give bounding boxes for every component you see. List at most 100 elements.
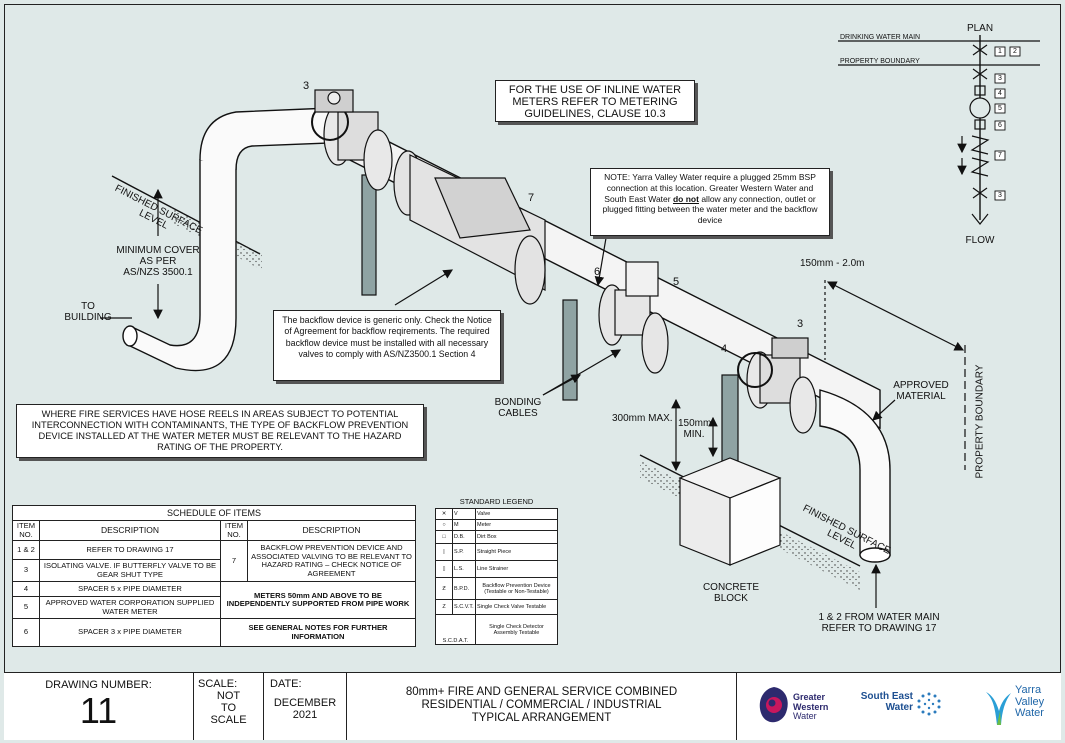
property-boundary-vertical-label: PROPERTY BOUNDARY: [974, 364, 986, 479]
bonding-cables-label: BONDING CABLES: [494, 397, 542, 419]
to-building-label: TO BUILDING: [64, 301, 112, 323]
yarra-valley-note: NOTE: Yarra Valley Water require a plugg…: [590, 168, 830, 236]
approved-material-label: APPROVED MATERIAL: [893, 380, 949, 402]
plan-property-boundary: PROPERTY BOUNDARY: [840, 58, 920, 65]
logos-cell: Greater Western Water South East Water: [737, 673, 1061, 740]
legend-abbr: S.C.D.A.T.: [442, 638, 469, 644]
check-valve-symbol-icon: Z: [435, 599, 453, 615]
min-150-label: 150mm MIN.: [678, 418, 712, 440]
schedule-item-desc: ISOLATING VALVE. IF BUTTERFLY VALVE TO B…: [39, 559, 221, 582]
item-number-3-left: 3: [303, 80, 310, 92]
plan-tag-2: 2: [1013, 48, 1017, 55]
legend-desc: Line Strainer: [475, 560, 558, 578]
standard-legend: STANDARD LEGEND ✕ V Valve ○ M Meter □ D.B. Dir…: [435, 497, 558, 645]
item-number-6: 6: [594, 266, 601, 278]
schedule-general-notes: SEE GENERAL NOTES FOR FURTHER INFORMATIO…: [220, 618, 416, 647]
date-label: DATE:: [270, 678, 302, 690]
schedule-col-desc: DESCRIPTION: [39, 520, 221, 541]
legend-desc: Meter: [475, 519, 558, 531]
legend-desc: Single Check Detector Assembly Testable: [475, 614, 558, 645]
range-label: 150mm - 2.0m: [800, 258, 865, 269]
plan-tag-3: 3: [998, 75, 1002, 82]
gww-wordmark: Greater Western Water: [793, 692, 829, 721]
plan-tag-6: 6: [998, 122, 1002, 129]
legend-abbr: S.P.: [452, 543, 476, 561]
legend-abbr: S.C.V.T.: [452, 599, 476, 615]
straight-piece-symbol-icon: |: [435, 543, 453, 561]
legend-title: STANDARD LEGEND: [459, 497, 534, 506]
backflow-symbol-icon: Ƶ: [435, 577, 453, 600]
isolating-valve-right: [737, 337, 817, 434]
plan-tag-3b: 3: [998, 192, 1002, 199]
drawing-number-label: DRAWING NUMBER:: [45, 679, 152, 691]
dirt-box-symbol-icon: □: [435, 530, 453, 544]
schedule-meter-note: METERS 50mm AND ABOVE TO BE INDEPENDENTL…: [220, 581, 416, 619]
concrete-block-label: CONCRETE BLOCK: [702, 582, 760, 604]
max-300-label: 300mm MAX.: [612, 413, 673, 424]
isolating-valve-left: [311, 89, 393, 191]
schedule-item-desc: REFER TO DRAWING 17: [39, 540, 221, 560]
schedule-item-number: 3: [12, 559, 40, 582]
legend-desc: Single Check Valve Testable: [475, 599, 558, 615]
schedule-item-desc: SPACER 5 x PIPE DIAMETER: [39, 581, 221, 597]
legend-abbr: B.P.D.: [452, 577, 476, 600]
scale-value: NOT TO SCALE: [210, 690, 247, 726]
meter-symbol-icon: ○: [435, 519, 453, 531]
greater-western-water-logo: Greater Western Water: [757, 685, 847, 725]
item-number-5: 5: [673, 276, 680, 288]
schedule-item-number: 7: [220, 540, 248, 582]
line-strainer-symbol-icon: ▯: [435, 560, 453, 578]
yvw-wordmark: Yarra Valley Water: [1015, 684, 1045, 719]
left-riser-pipe: [122, 107, 331, 372]
schedule-item-number: 1 & 2: [12, 540, 40, 560]
legend-abbr: M: [452, 519, 476, 531]
legend-desc: Dirt Box: [475, 530, 558, 544]
item-number-4: 4: [721, 343, 728, 355]
valve-symbol-icon: ✕: [435, 508, 453, 520]
schedule-item-desc: BACKFLOW PREVENTION DEVICE AND ASSOCIATE…: [247, 540, 416, 582]
water-main-label: 1 & 2 FROM WATER MAIN REFER TO DRAWING 17: [818, 612, 940, 634]
scale-cell: SCALE: NOT TO SCALE: [194, 673, 264, 740]
drawing-title-line-1: 80mm+ FIRE AND GENERAL SERVICE COMBINED: [405, 686, 678, 698]
schedule-col-item-right: ITEM NO.: [220, 520, 248, 541]
schedule-col-desc-right: DESCRIPTION: [247, 520, 416, 541]
schedule-col-item: ITEM NO.: [12, 520, 40, 541]
plan-tag-5: 5: [998, 105, 1002, 112]
item-number-3-right: 3: [797, 318, 804, 330]
south-east-water-logo: South East Water: [855, 691, 945, 721]
legend-abbr: L.S.: [452, 560, 476, 578]
date-value: DECEMBER 2021: [273, 697, 337, 721]
backflow-note: The backflow device is generic only. Che…: [273, 310, 501, 381]
water-meter: [598, 261, 669, 374]
plan-tag-7: 7: [998, 152, 1002, 159]
title-block: DRAWING NUMBER: 11 SCALE: NOT TO SCALE DAT…: [4, 672, 1061, 740]
schedule-title: SCHEDULE OF ITEMS: [12, 505, 416, 521]
plan-tag-4: 4: [998, 90, 1002, 97]
schedule-item-number: 4: [12, 581, 40, 597]
date-cell: DATE: DECEMBER 2021: [264, 673, 347, 740]
detector-assembly-symbol-icon: S.C.D.A.T.: [435, 614, 476, 645]
plan-title: PLAN: [966, 23, 994, 34]
legend-desc: Backflow Prevention Device (Testable or …: [475, 577, 558, 600]
scale-label: SCALE:: [198, 678, 238, 690]
gww-mark-icon: [759, 687, 788, 723]
concrete-block: [678, 457, 782, 566]
item-number-7: 7: [528, 192, 535, 204]
plan-view: [838, 35, 1040, 225]
drawing-number: 11: [79, 690, 118, 731]
dimension-lines: [100, 188, 966, 608]
legend-desc: Valve: [475, 508, 558, 520]
legend-abbr: V: [452, 508, 476, 520]
sew-dots-icon: [917, 692, 941, 716]
schedule-of-items: SCHEDULE OF ITEMS ITEM NO. DESCRIPTION I…: [12, 505, 416, 647]
plan-drinking-main: DRINKING WATER MAIN: [840, 34, 921, 41]
schedule-item-number: 6: [12, 618, 40, 647]
pipework-drawing: [100, 35, 1040, 608]
backflow-device: [393, 150, 546, 305]
schedule-item-desc: APPROVED WATER CORPORATION SUPPLIED WATE…: [39, 596, 221, 619]
drawing-title-cell: 80mm+ FIRE AND GENERAL SERVICE COMBINED …: [347, 673, 737, 740]
plan-flow-label: FLOW: [965, 235, 995, 246]
minimum-cover-label: MINIMUM COVER AS PER AS/NZS 3500.1: [116, 245, 200, 278]
schedule-item-number: 5: [12, 596, 40, 619]
